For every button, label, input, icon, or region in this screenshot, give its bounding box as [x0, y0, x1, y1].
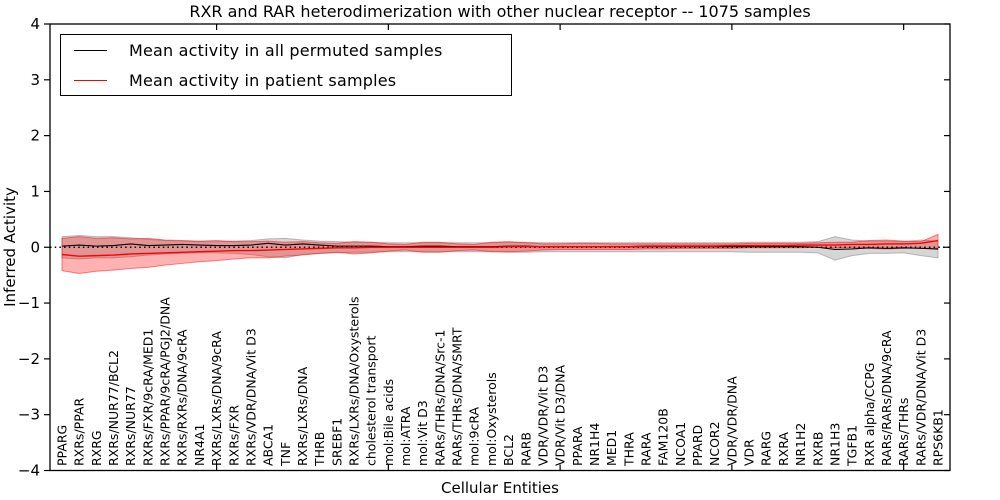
x-tick-label: RXRs/LXRs/DNA: [295, 366, 310, 466]
patient-samples-std-band: [61, 233, 939, 274]
y-tick-label: 0: [30, 238, 40, 256]
x-tick-label: mol:Oxysterols: [484, 372, 499, 466]
x-tick-label: mol:9cRA: [467, 406, 482, 466]
x-tick-label: RARs/THRs/DNA/SMRT: [450, 327, 465, 466]
x-tick-label: PPARG: [55, 425, 70, 466]
x-tick-label: RXRB: [810, 431, 825, 466]
y-axis-label: Inferred Activity: [1, 187, 19, 307]
x-tick-label: NCOA1: [673, 422, 688, 466]
legend-box: Mean activity in all permuted samples Me…: [60, 34, 512, 96]
x-tick-label: PPARA: [570, 426, 585, 466]
x-tick-label: ABCA1: [261, 424, 276, 466]
legend-label-permuted: Mean activity in all permuted samples: [129, 40, 443, 60]
y-tick-label: −1: [18, 294, 40, 312]
x-tick-label: RXRs/NUR77/BCL2: [106, 350, 121, 466]
x-tick-label: TGFB1: [845, 425, 860, 467]
x-tick-label: RXR alpha/CCPG: [862, 363, 877, 466]
x-tick-label: RXRs/PPAR/9cRA/PGJ2/DNA: [158, 297, 173, 466]
x-tick-label: RARs/VDR/DNA/Vit D3: [913, 329, 928, 466]
x-tick-label: MED1: [604, 430, 619, 466]
y-tick-label: 3: [30, 71, 40, 89]
x-tick-label: RXRs/NUR77: [123, 386, 138, 466]
x-tick-label: RXRG: [89, 430, 104, 466]
legend-label-patient: Mean activity in patient samples: [129, 70, 397, 90]
y-tick-label: −4: [18, 462, 40, 480]
x-tick-label: VDR/VDR/DNA: [724, 376, 739, 466]
x-tick-label: RARA: [639, 432, 654, 466]
y-axis-ticks: 4 3 2 1 0 −1 −2 −3 −4: [18, 15, 950, 480]
x-tick-label: RXRs/VDR/DNA/Vit D3: [243, 328, 258, 466]
x-tick-label: THRB: [312, 432, 327, 467]
y-tick-label: 1: [30, 182, 40, 200]
x-tick-label: RARs/RARs/DNA/9cRA: [879, 330, 894, 466]
x-tick-label: BCL2: [501, 434, 516, 466]
x-tick-label: RARs/THRs/DNA/Src-1: [432, 330, 447, 466]
permuted-samples-std-band: [61, 235, 939, 261]
x-tick-label: RARs/THRs: [896, 398, 911, 466]
x-tick-label: RXRs/RXRs/DNA/9cRA: [175, 329, 190, 466]
x-tick-label: RXRs/FXR: [226, 405, 241, 466]
x-tick-label: PPARD: [690, 425, 705, 466]
x-tick-label: mol:Vit D3: [415, 400, 430, 466]
x-tick-label: NR4A1: [192, 424, 207, 467]
y-tick-label: −2: [18, 350, 40, 368]
x-tick-label: VDR: [742, 439, 757, 466]
y-tick-label: 4: [30, 15, 40, 33]
x-tick-label: cholesterol transport: [364, 335, 379, 466]
x-tick-label: RXRA: [776, 432, 791, 466]
patient-mean-line: [61, 239, 939, 257]
x-tick-label: RXRs/PPAR: [72, 398, 87, 466]
chart-title: RXR and RAR heterodimerization with othe…: [189, 2, 811, 21]
x-tick-label: VDR/VDR/Vit D3: [535, 366, 550, 466]
legend-entry-permuted: Mean activity in all permuted samples: [61, 36, 511, 64]
x-category-labels: PPARG RXRs/PPAR RXRG RXRs/NUR77/BCL2 RXRs/NU…: [55, 296, 946, 467]
y-tick-label: −3: [18, 406, 40, 424]
legend-entry-patient: Mean activity in patient samples: [61, 66, 511, 94]
x-tick-label: RXRs/LXRs/DNA/9cRA: [209, 331, 224, 466]
x-tick-label: SREBF1: [329, 418, 344, 466]
x-tick-label: NR1H2: [793, 423, 808, 466]
x-tick-label: RPS6KB1: [931, 409, 946, 466]
x-tick-label: NR1H3: [827, 423, 842, 466]
x-axis-ticks: [215, 24, 905, 471]
patient-line-sample-icon: [74, 79, 107, 81]
x-tick-label: RARB: [518, 432, 533, 466]
x-tick-label: TNF: [278, 442, 293, 467]
x-tick-label: VDR/Vit D3/DNA: [553, 365, 568, 466]
x-tick-label: RXRs/FXR/9cRA/MED1: [140, 329, 155, 466]
x-tick-label: NR1H4: [587, 423, 602, 466]
permuted-line-sample-icon: [74, 49, 107, 51]
x-tick-label: NCOR2: [707, 421, 722, 466]
y-tick-label: 2: [30, 127, 40, 145]
x-tick-label: mol:ATRA: [398, 406, 413, 466]
x-tick-label: THRA: [621, 432, 636, 467]
x-tick-label: RXRs/LXRs/DNA/Oxysterols: [347, 296, 362, 466]
x-tick-label: mol:Bile acids: [381, 379, 396, 466]
x-tick-label: RARG: [759, 431, 774, 466]
x-axis-label: Cellular Entities: [441, 479, 559, 497]
x-tick-label: FAM120B: [656, 408, 671, 466]
